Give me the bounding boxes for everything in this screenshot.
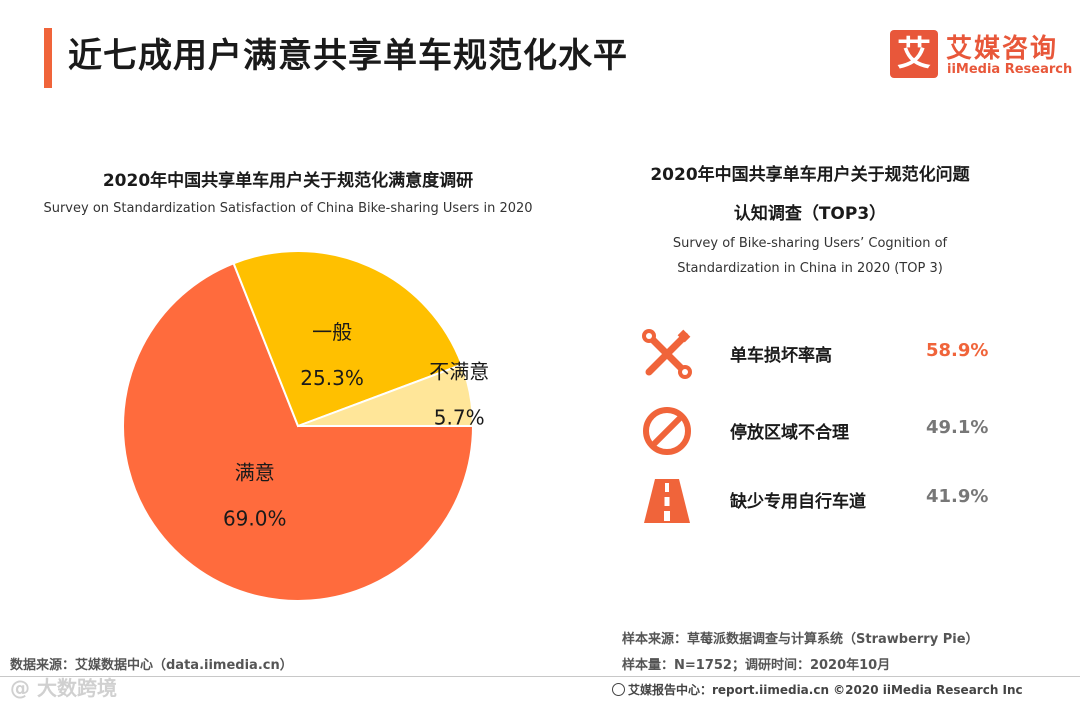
pie-value-neutral: 25.3% bbox=[300, 366, 364, 390]
pie-value-dissatisfied: 5.7% bbox=[434, 405, 485, 429]
left-chart-heading: 2020年中国共享单车用户关于规范化满意度调研 Survey on Standa… bbox=[0, 166, 576, 216]
issue-item-parking: 停放区域不合理 49.1% bbox=[640, 404, 1040, 458]
sample-source: 样本来源：草莓派数据调查与计算系统（Strawberry Pie） bbox=[622, 632, 979, 647]
right-panel-heading: 2020年中国共享单车用户关于规范化问题 认知调查（TOP3） Survey o… bbox=[600, 160, 1020, 276]
watermark: @ 大数跨境 bbox=[10, 676, 117, 700]
pie-value-satisfied: 69.0% bbox=[223, 507, 287, 531]
data-source-left: 数据来源：艾媒数据中心（data.iimedia.cn） bbox=[10, 658, 293, 673]
pie-slice-neutral bbox=[232, 250, 464, 428]
right-title-en-line1: Survey of Bike-sharing Users’ Cognition … bbox=[672, 236, 948, 251]
right-title-en-line2: Standardization in China in 2020 (TOP 3) bbox=[677, 261, 943, 276]
road-icon bbox=[644, 479, 690, 523]
prohibited-icon bbox=[643, 407, 691, 455]
wrench-cross-icon bbox=[642, 329, 692, 379]
issue-label: 缺少专用自行车道 bbox=[730, 492, 866, 512]
left-chart-title-cn: 2020年中国共享单车用户关于规范化满意度调研 bbox=[102, 171, 474, 191]
logo-en-text: iiMedia Research bbox=[947, 62, 1073, 77]
right-title-cn-line1: 2020年中国共享单车用户关于规范化问题 bbox=[650, 165, 970, 185]
pie-slice-dissatisfied bbox=[297, 363, 475, 427]
pie-label-satisfied: 满意 bbox=[235, 461, 275, 485]
footer-credit: 艾媒报告中心：report.iimedia.cn ©2020 iiMedia R… bbox=[612, 681, 1023, 698]
pie-slice-satisfied bbox=[122, 261, 475, 602]
issue-item-bike-lane: 缺少专用自行车道 41.9% bbox=[640, 473, 1040, 527]
right-title-cn-line2: 认知调查（TOP3） bbox=[733, 204, 887, 224]
issue-value: 58.9% bbox=[926, 340, 989, 361]
left-chart-title-en: Survey on Standardization Satisfaction o… bbox=[43, 201, 533, 216]
globe-icon bbox=[612, 683, 625, 696]
issue-label: 单车损坏率高 bbox=[730, 346, 832, 366]
logo-mark: 艾 bbox=[890, 30, 938, 78]
issue-value: 41.9% bbox=[926, 486, 989, 507]
issue-item-damage: 单车损坏率高 58.9% bbox=[640, 327, 1040, 381]
logo-cn-text: 艾媒咨询 bbox=[946, 34, 1059, 64]
page-title: 近七成用户满意共享单车规范化水平 bbox=[68, 36, 628, 76]
iimedia-logo: 艾 艾媒咨询 iiMedia Research bbox=[890, 30, 1073, 82]
issue-value: 49.1% bbox=[926, 417, 989, 438]
sample-size: 样本量：N=1752；调研时间：2020年10月 bbox=[622, 658, 891, 673]
pie-label-dissatisfied: 不满意 bbox=[429, 359, 489, 383]
footer-text: 艾媒报告中心：report.iimedia.cn ©2020 iiMedia R… bbox=[628, 683, 1023, 697]
satisfaction-pie-chart: 满意 69.0% 一般 25.3% 不满意 5.7% bbox=[122, 250, 489, 602]
pie-label-neutral: 一般 bbox=[312, 320, 352, 344]
footer-divider bbox=[0, 676, 1080, 677]
issue-label: 停放区域不合理 bbox=[730, 423, 849, 443]
title-accent-bar bbox=[44, 28, 52, 88]
